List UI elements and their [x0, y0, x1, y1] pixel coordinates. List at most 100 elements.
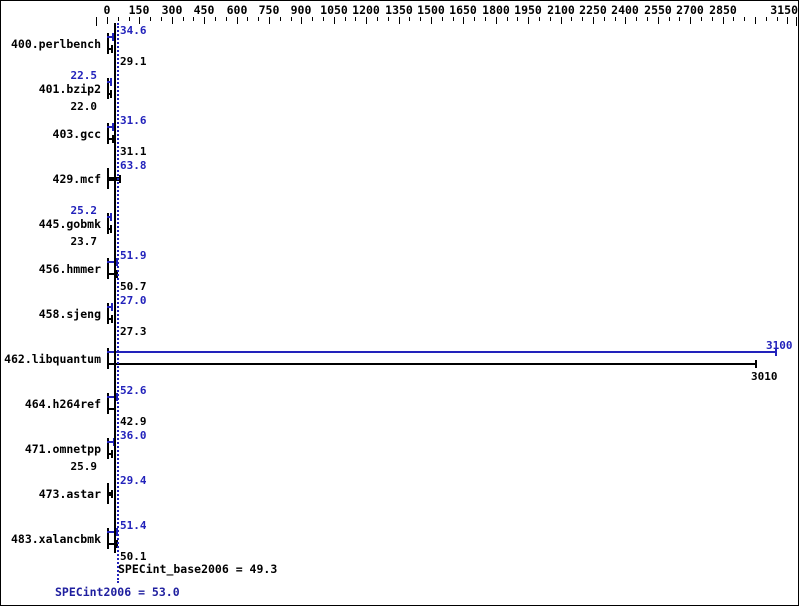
- bar-start-bracket: [107, 258, 109, 279]
- base-value-label: 25.9: [70, 460, 98, 473]
- peak-bar: [107, 126, 114, 128]
- peak-value-label: 51.9: [120, 249, 147, 262]
- axis-tick-label: 1800: [482, 3, 510, 17]
- bar-end-cap: [111, 123, 114, 131]
- benchmark-label: 456.hmmer: [38, 262, 101, 276]
- axis-major-tick: [334, 17, 335, 24]
- axis-minor-tick: [280, 17, 281, 21]
- peak-value-label: 3100: [766, 339, 793, 352]
- bar-end-cap: [111, 45, 114, 53]
- axis-minor-tick: [766, 17, 767, 21]
- peak-bar: [107, 261, 119, 263]
- axis-tick-label: 450: [193, 3, 215, 17]
- axis-tick-label: 750: [258, 3, 280, 17]
- axis-major-tick: [593, 17, 594, 24]
- base-bar: [107, 228, 113, 230]
- base-value-label: 29.1: [120, 55, 147, 68]
- bar-start-bracket: [107, 438, 109, 459]
- axis-tick-label: 2400: [611, 3, 639, 17]
- bar-end-cap: [112, 33, 115, 41]
- benchmark-label: 462.libquantum: [4, 352, 101, 366]
- axis-minor-tick: [420, 17, 421, 21]
- axis-major-tick: [172, 17, 173, 24]
- axis-major-tick: [463, 17, 464, 24]
- bar-end-cap: [774, 348, 777, 356]
- bar-end-cap: [755, 360, 758, 368]
- base-reference-line: [114, 23, 116, 553]
- axis-minor-tick: [161, 17, 162, 21]
- peak-value-label: 27.0: [120, 294, 147, 307]
- axis-tick-label: 300: [161, 3, 183, 17]
- peak-bar: [107, 216, 113, 218]
- bar-start-bracket: [107, 123, 109, 144]
- axis-minor-tick: [777, 17, 778, 21]
- axis-major-tick: [366, 17, 367, 24]
- base-value-label: 22.0: [70, 100, 98, 113]
- axis-major-tick: [755, 17, 756, 24]
- axis-major-tick: [690, 17, 691, 24]
- base-bar: [107, 177, 121, 181]
- axis-minor-tick: [442, 17, 443, 21]
- axis-minor-tick: [312, 17, 313, 21]
- peak-value-label: 51.4: [120, 519, 147, 532]
- axis-major-tick: [301, 17, 302, 24]
- axis-major-tick: [107, 17, 108, 24]
- axis-minor-tick: [118, 17, 119, 21]
- peak-bar: [107, 36, 115, 38]
- peak-value-label: 52.6: [120, 384, 147, 397]
- axis-tick-label: 1650: [449, 3, 477, 17]
- axis-major-tick: [561, 17, 562, 24]
- benchmark-label: 471.omnetpp: [24, 442, 101, 456]
- axis-minor-tick: [323, 17, 324, 21]
- axis-tick-label: 2550: [644, 3, 672, 17]
- axis-minor-tick: [647, 17, 648, 21]
- bar-end-cap: [110, 315, 113, 323]
- benchmark-label: 401.bzip2: [38, 82, 101, 96]
- axis-minor-tick: [507, 17, 508, 21]
- axis-tick-label: 1350: [385, 3, 413, 17]
- axis-minor-tick: [712, 17, 713, 21]
- base-bar: [107, 138, 114, 140]
- axis-major-tick: [269, 17, 270, 24]
- axis-tick-label: 900: [290, 3, 312, 17]
- axis-major-tick: [496, 17, 497, 24]
- benchmark-label: 429.mcf: [52, 172, 101, 186]
- axis-minor-tick: [539, 17, 540, 21]
- axis-major-tick: [431, 17, 432, 24]
- axis-minor-tick: [96, 17, 97, 26]
- axis-tick-label: 1950: [514, 3, 542, 17]
- axis-major-tick: [139, 17, 140, 24]
- axis-minor-tick: [193, 17, 194, 21]
- benchmark-label: 458.sjeng: [38, 307, 101, 321]
- base-value-label: 42.9: [120, 415, 147, 428]
- bar-end-cap: [112, 438, 115, 446]
- axis-major-tick: [723, 17, 724, 24]
- bar-end-cap: [115, 540, 118, 548]
- axis-minor-tick: [615, 17, 616, 21]
- bar-end-cap: [109, 78, 112, 86]
- axis-tick-label: 2700: [676, 3, 704, 17]
- summary-base-score: SPECint_base2006 = 49.3: [118, 562, 278, 576]
- axis-minor-tick: [571, 17, 572, 21]
- peak-value-label: 31.6: [120, 114, 147, 127]
- base-value-label: 31.1: [120, 145, 147, 158]
- peak-value-label: 36.0: [120, 429, 147, 442]
- peak-bar: [107, 81, 112, 83]
- bar-start-bracket: [107, 33, 109, 54]
- axis-major-tick: [204, 17, 205, 24]
- benchmark-label: 400.perlbench: [10, 37, 101, 51]
- peak-bar: [107, 396, 119, 398]
- axis-minor-tick: [129, 17, 130, 21]
- bar-end-cap: [111, 135, 114, 143]
- peak-value-label: 34.6: [120, 24, 147, 37]
- bar-start-bracket: [107, 528, 109, 549]
- axis-minor-tick: [517, 17, 518, 21]
- axis-minor-tick: [355, 17, 356, 21]
- axis-minor-tick: [636, 17, 637, 21]
- base-value-label: 50.7: [120, 280, 147, 293]
- axis-tick-label: 1050: [320, 3, 348, 17]
- axis-minor-tick: [215, 17, 216, 21]
- axis-major-tick: [625, 17, 626, 24]
- axis-tick-label: 1200: [352, 3, 380, 17]
